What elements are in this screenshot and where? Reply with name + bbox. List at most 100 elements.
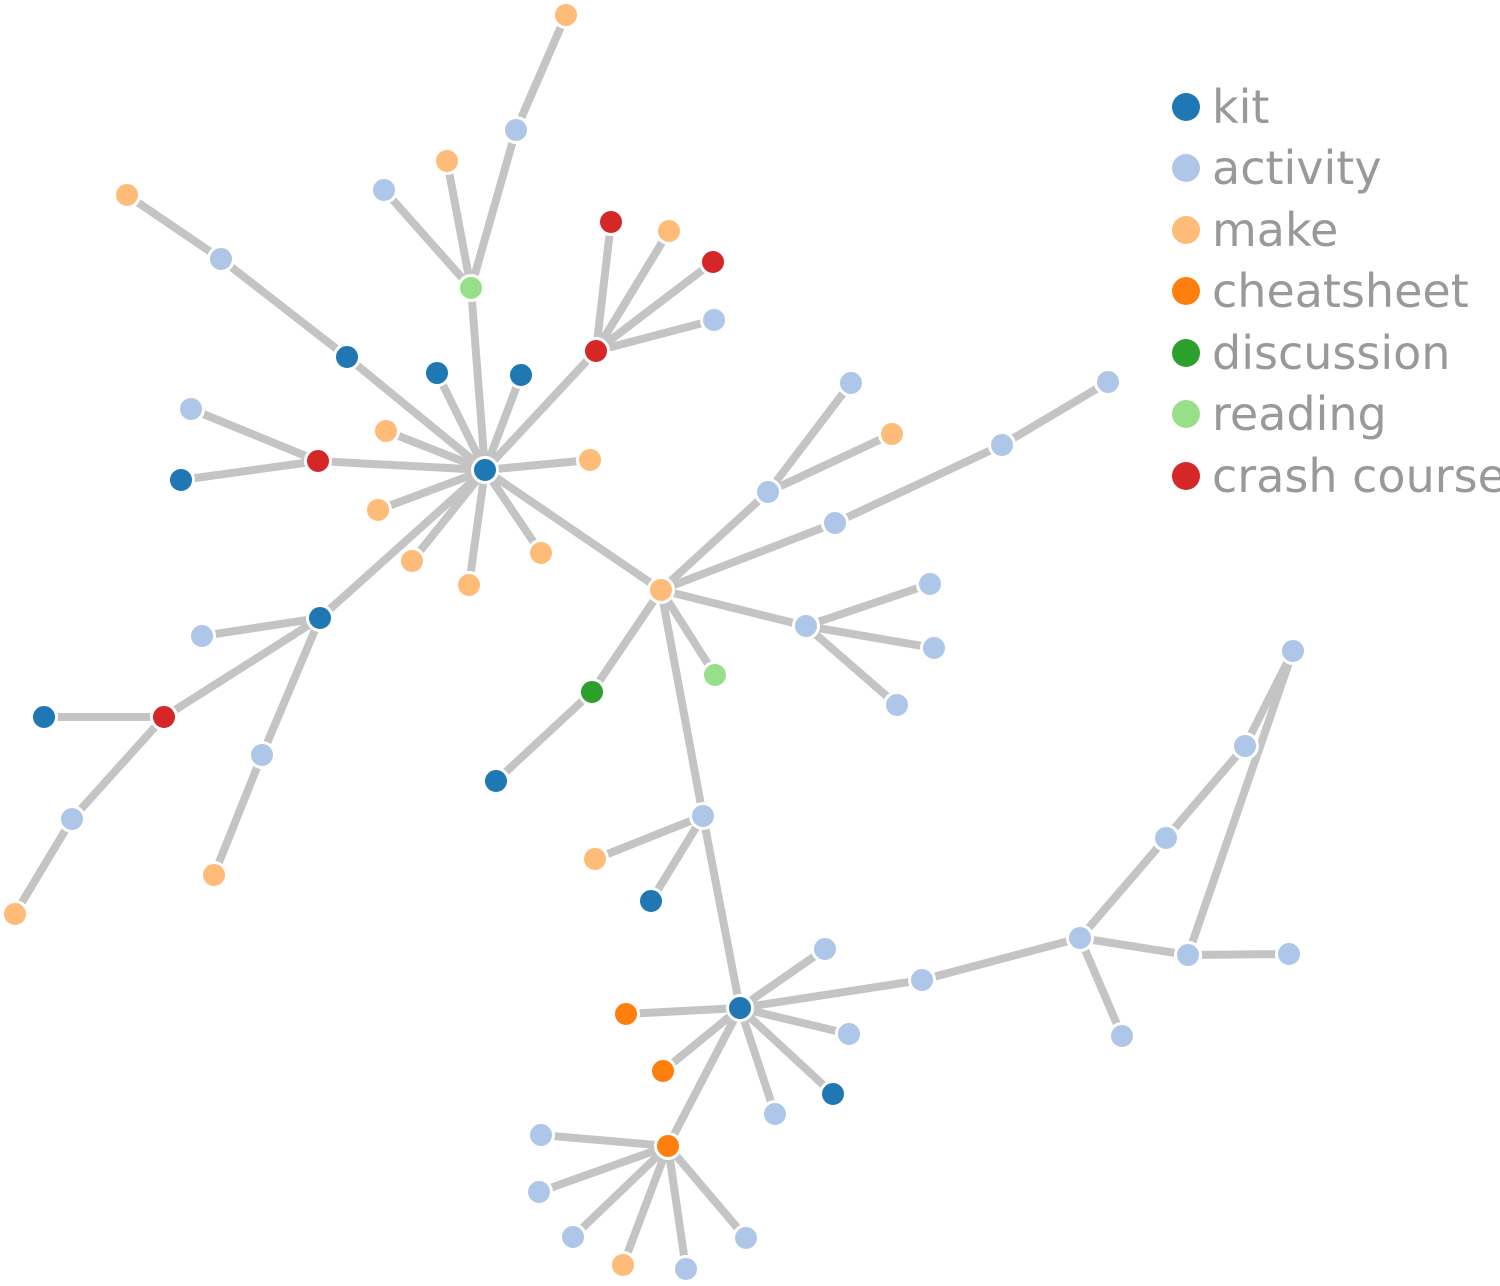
- node-activity[interactable]: [502, 116, 530, 144]
- legend-item-activity: activity: [1172, 138, 1500, 200]
- node-make[interactable]: [364, 496, 392, 524]
- node-make[interactable]: [655, 217, 683, 245]
- node-make[interactable]: [647, 576, 675, 604]
- node-kit[interactable]: [167, 466, 195, 494]
- edge-n65-n70: [1079, 934, 1189, 959]
- node-kit[interactable]: [507, 361, 535, 389]
- node-make[interactable]: [113, 181, 141, 209]
- node-activity[interactable]: [920, 634, 948, 662]
- legend-swatch-cheatsheet: [1172, 277, 1200, 306]
- node-activity[interactable]: [837, 369, 865, 397]
- node-activity[interactable]: [177, 395, 205, 423]
- node-crash-course[interactable]: [582, 337, 610, 365]
- node-activity[interactable]: [821, 509, 849, 537]
- node-make[interactable]: [1, 900, 29, 928]
- node-crash-course[interactable]: [304, 447, 332, 475]
- node-make[interactable]: [878, 420, 906, 448]
- node-activity[interactable]: [527, 1121, 555, 1149]
- node-kit[interactable]: [471, 456, 499, 484]
- edge-n50-n57: [664, 1006, 744, 1148]
- node-activity[interactable]: [1231, 732, 1259, 760]
- node-discussion[interactable]: [578, 678, 606, 706]
- node-activity[interactable]: [248, 741, 276, 769]
- node-make[interactable]: [398, 547, 426, 575]
- legend-label-make: make: [1212, 202, 1339, 257]
- legend-swatch-make: [1172, 215, 1200, 244]
- edge-n25-n27: [161, 614, 323, 721]
- node-activity[interactable]: [1152, 824, 1180, 852]
- node-activity[interactable]: [835, 1020, 863, 1048]
- edge-n33-n47: [657, 589, 707, 817]
- node-activity[interactable]: [1094, 368, 1122, 396]
- edge-n50-n64: [739, 976, 923, 1012]
- node-activity[interactable]: [883, 691, 911, 719]
- legend-swatch-crash-course: [1172, 461, 1200, 490]
- legend-item-discussion: discussion: [1172, 322, 1500, 384]
- edge-n7-n8: [124, 191, 224, 263]
- node-activity[interactable]: [1066, 924, 1094, 952]
- node-cheatsheet[interactable]: [612, 1000, 640, 1028]
- edge-n0-n9: [482, 348, 599, 473]
- node-kit[interactable]: [482, 767, 510, 795]
- node-kit[interactable]: [30, 703, 58, 731]
- node-activity[interactable]: [559, 1223, 587, 1251]
- node-activity[interactable]: [525, 1178, 553, 1206]
- edge-n0-n14: [433, 371, 489, 472]
- node-reading[interactable]: [457, 274, 485, 302]
- node-make[interactable]: [527, 539, 555, 567]
- node-kit[interactable]: [726, 994, 754, 1022]
- node-activity[interactable]: [58, 805, 86, 833]
- node-make[interactable]: [455, 571, 483, 599]
- node-activity[interactable]: [1275, 940, 1303, 968]
- node-make[interactable]: [609, 1251, 637, 1279]
- node-make[interactable]: [433, 147, 461, 175]
- node-activity[interactable]: [370, 176, 398, 204]
- node-activity[interactable]: [689, 802, 717, 830]
- edge-n0-n21: [376, 466, 487, 514]
- edge-n57-n60: [570, 1143, 671, 1240]
- node-crash-course[interactable]: [150, 703, 178, 731]
- edge-n0-n24: [481, 467, 545, 556]
- edge-n57-n58: [540, 1131, 669, 1150]
- node-activity[interactable]: [761, 1100, 789, 1128]
- node-activity[interactable]: [207, 245, 235, 273]
- node-activity[interactable]: [188, 622, 216, 650]
- node-kit[interactable]: [333, 343, 361, 371]
- node-kit[interactable]: [423, 359, 451, 387]
- node-activity[interactable]: [792, 612, 820, 640]
- node-reading[interactable]: [701, 661, 729, 689]
- node-activity[interactable]: [754, 478, 782, 506]
- node-kit[interactable]: [819, 1080, 847, 1108]
- edge-layer: [11, 13, 1297, 1270]
- edge-n40-n41: [804, 580, 932, 630]
- node-make[interactable]: [200, 861, 228, 889]
- edge-n27-n29: [69, 714, 167, 822]
- node-make[interactable]: [576, 446, 604, 474]
- node-activity[interactable]: [1279, 637, 1307, 665]
- node-activity[interactable]: [811, 935, 839, 963]
- node-kit[interactable]: [306, 604, 334, 632]
- node-make[interactable]: [372, 417, 400, 445]
- node-make[interactable]: [581, 845, 609, 873]
- node-cheatsheet[interactable]: [654, 1132, 682, 1160]
- node-activity[interactable]: [908, 966, 936, 994]
- node-activity[interactable]: [672, 1255, 700, 1283]
- node-crash-course[interactable]: [597, 208, 625, 236]
- node-crash-course[interactable]: [699, 248, 727, 276]
- node-kit[interactable]: [637, 887, 665, 915]
- edge-n18-n20: [180, 457, 319, 484]
- edge-n4-n5: [512, 13, 570, 132]
- node-activity[interactable]: [1174, 941, 1202, 969]
- node-activity[interactable]: [988, 431, 1016, 459]
- node-activity[interactable]: [732, 1224, 760, 1252]
- node-activity[interactable]: [916, 570, 944, 598]
- node-activity[interactable]: [1108, 1022, 1136, 1050]
- legend-item-kit: kit: [1172, 76, 1500, 138]
- edge-n18-n19: [189, 405, 320, 465]
- edge-n34-n35: [764, 380, 855, 495]
- node-make[interactable]: [552, 1, 580, 29]
- edge-n50-n52: [739, 1004, 850, 1038]
- node-cheatsheet[interactable]: [649, 1057, 677, 1085]
- node-activity[interactable]: [700, 306, 728, 334]
